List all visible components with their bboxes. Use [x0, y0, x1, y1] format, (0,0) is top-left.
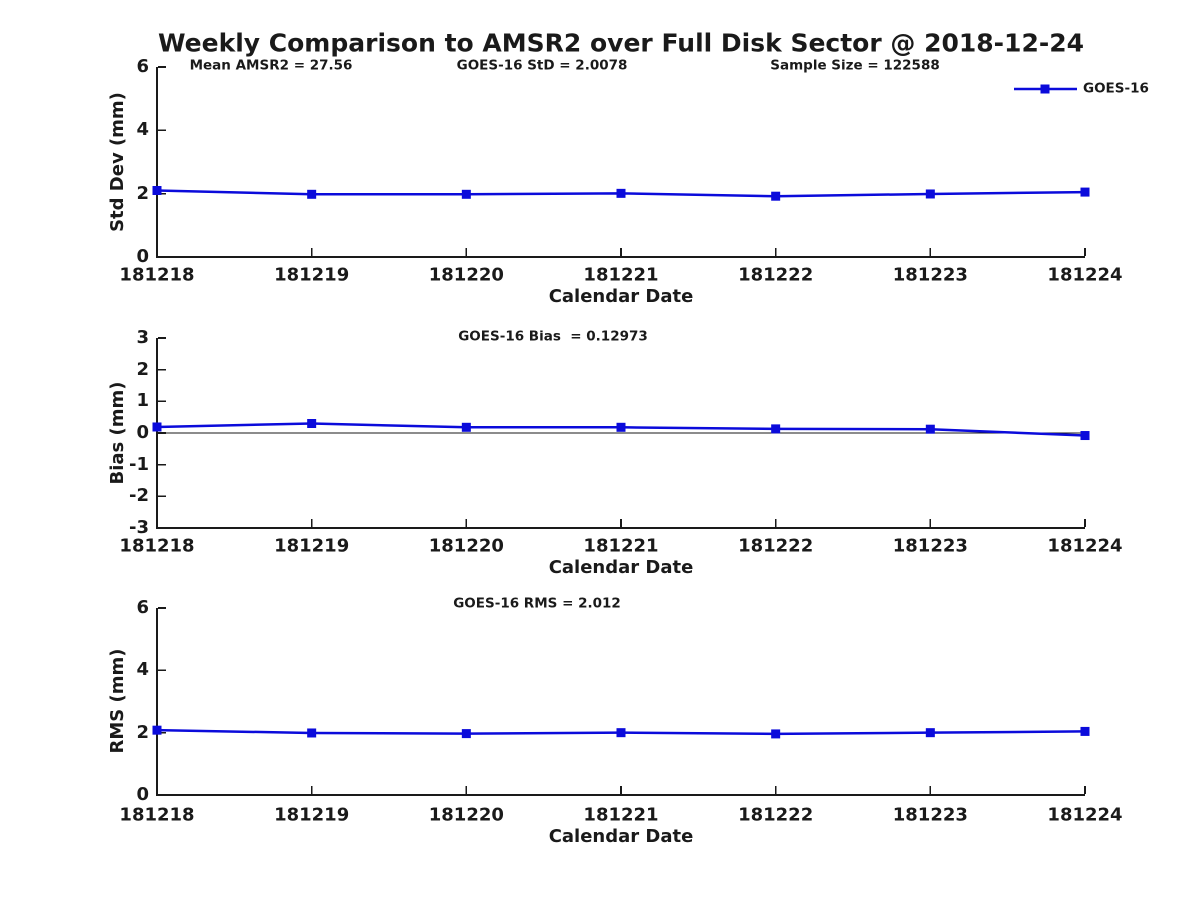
x-tick-label: 181218 — [119, 804, 195, 826]
x-axis-label-calendar-date-2: Calendar Date — [548, 557, 694, 579]
y-tick-label: 2 — [136, 721, 149, 743]
y-tick-label: 6 — [136, 597, 149, 618]
x-tick-label: 181220 — [428, 264, 504, 286]
data-point-marker — [771, 424, 781, 434]
data-point-marker — [1080, 187, 1090, 197]
x-tick-label: 181220 — [428, 535, 504, 557]
x-tick-label: 181224 — [1047, 804, 1123, 826]
x-tick-label: 181223 — [892, 264, 968, 286]
y-tick-label: -2 — [129, 485, 149, 507]
x-tick-label: 181221 — [583, 804, 659, 826]
annotation-sample-size: Sample Size = 122588 — [770, 57, 940, 74]
y-tick-label: 3 — [136, 327, 149, 348]
y-tick-label: 4 — [136, 659, 149, 681]
data-point-marker — [1080, 726, 1090, 736]
x-axis-label-calendar-date-3: Calendar Date — [548, 826, 694, 848]
annotation-mean-amsr2: Mean AMSR2 = 27.56 — [189, 57, 353, 74]
data-point-marker — [925, 728, 935, 738]
y-tick-label: 2 — [136, 182, 149, 204]
y-tick-label: 0 — [136, 422, 149, 443]
y-tick-label: 0 — [136, 246, 149, 267]
y-tick-label: -3 — [129, 517, 149, 538]
x-axis-label-calendar-date-1: Calendar Date — [548, 286, 694, 308]
x-tick-label: 181220 — [428, 804, 504, 826]
x-tick-label: 181218 — [119, 264, 195, 286]
y-tick-label: -1 — [129, 453, 149, 475]
data-point-marker — [152, 725, 162, 735]
x-tick-label: 181224 — [1047, 264, 1123, 286]
x-tick-label: 181222 — [738, 264, 814, 286]
data-point-marker — [307, 189, 317, 199]
x-tick-label: 181218 — [119, 535, 195, 557]
y-tick-label: 2 — [136, 358, 149, 380]
data-point-marker — [461, 729, 471, 739]
data-point-marker — [1040, 84, 1050, 94]
x-tick-label: 181223 — [892, 535, 968, 557]
y-tick-label: 0 — [136, 784, 149, 805]
data-point-marker — [307, 419, 317, 428]
x-tick-label: 181221 — [583, 535, 659, 557]
x-tick-label: 181222 — [738, 804, 814, 826]
data-point-marker — [616, 728, 626, 738]
x-tick-label: 181223 — [892, 804, 968, 826]
data-point-marker — [616, 422, 626, 432]
data-point-marker — [461, 422, 471, 432]
figure-title: Weekly Comparison to AMSR2 over Full Dis… — [157, 28, 1085, 58]
data-point-marker — [152, 186, 162, 195]
y-tick-label: 6 — [136, 56, 149, 77]
data-point-marker — [152, 422, 162, 432]
data-point-marker — [771, 729, 781, 739]
y-tick-label: 4 — [136, 119, 149, 141]
data-point-marker — [461, 189, 471, 199]
x-tick-label: 181219 — [274, 264, 350, 286]
x-tick-label: 181222 — [738, 535, 814, 557]
data-point-marker — [616, 188, 626, 198]
y-axis-label-std-dev: Std Dev (mm) — [107, 92, 129, 232]
data-point-marker — [925, 189, 935, 199]
x-tick-label: 181224 — [1047, 535, 1123, 557]
x-tick-label: 181219 — [274, 535, 350, 557]
data-point-marker — [1080, 431, 1090, 441]
data-point-marker — [771, 191, 781, 201]
y-tick-label: 1 — [136, 390, 149, 412]
x-tick-label: 181221 — [583, 264, 659, 286]
data-point-marker — [925, 424, 935, 434]
legend-label: GOES-16 — [1083, 80, 1149, 97]
data-point-marker — [307, 728, 317, 738]
annotation-goes16-rms: GOES-16 RMS = 2.012 — [453, 595, 621, 612]
x-tick-label: 181219 — [274, 804, 350, 826]
annotation-goes16-bias: GOES-16 Bias = 0.12973 — [458, 328, 648, 345]
annotation-goes16-std: GOES-16 StD = 2.0078 — [456, 57, 628, 74]
